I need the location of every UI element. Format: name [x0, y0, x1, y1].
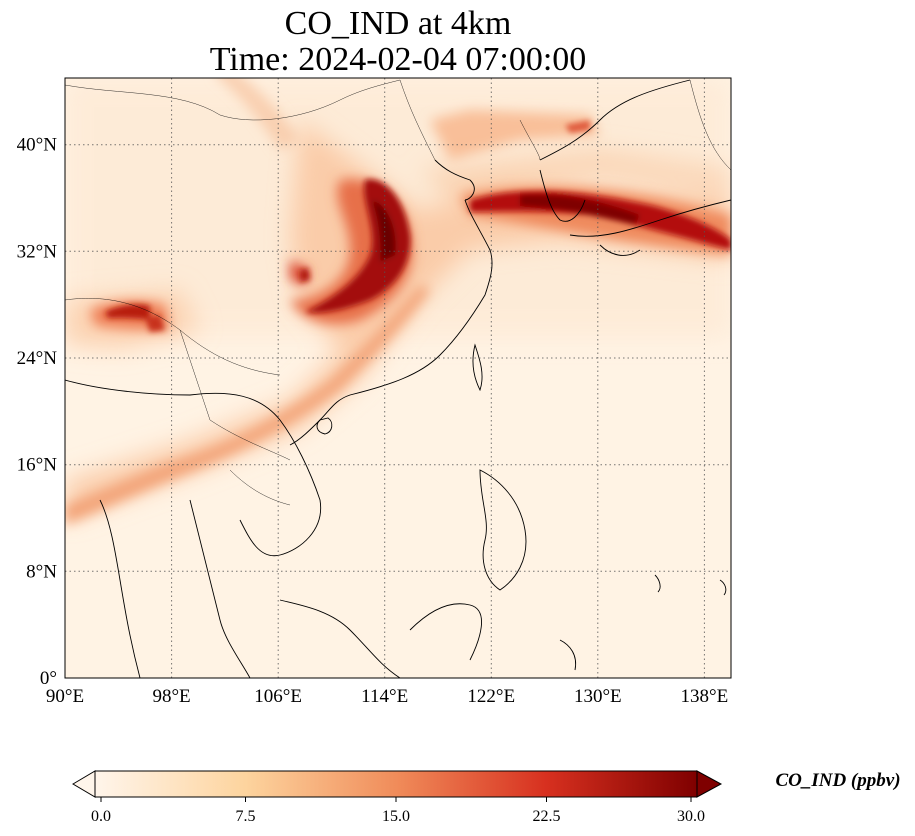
- lat-tick-label: 32°N: [17, 241, 58, 262]
- map-title: CO_IND at 4km: [284, 5, 512, 42]
- borders: [65, 79, 731, 506]
- gridlines: [65, 78, 731, 678]
- lon-tick-label: 138°E: [681, 686, 729, 707]
- lat-tick-label: 24°N: [17, 348, 58, 369]
- lon-tick-labels: 90°E 98°E 106°E 114°E 122°E 130°E 138°E: [46, 686, 728, 707]
- colorbar-extend-min: [72, 770, 96, 798]
- coastlines: [65, 79, 731, 678]
- colorbar-tick-label: 0.0: [91, 808, 111, 825]
- map-area: [65, 78, 731, 678]
- colorbar-tick-label: 22.5: [533, 808, 561, 825]
- lon-tick-label: 90°E: [46, 686, 84, 707]
- colorbar: 0.0 7.5 15.0 22.5 30.0 CO_IND (ppbv): [72, 770, 901, 825]
- map-subtitle: Time: 2024-02-04 07:00:00: [209, 41, 587, 78]
- lat-tick-label: 8°N: [26, 561, 57, 582]
- colorbar-tick-label: 30.0: [677, 808, 705, 825]
- colorbar-tick-label: 15.0: [382, 808, 410, 825]
- lat-tick-label: 0°: [40, 668, 57, 689]
- lon-tick-label: 98°E: [152, 686, 190, 707]
- lon-tick-label: 122°E: [467, 686, 515, 707]
- lat-tick-labels: 0° 8°N 16°N 24°N 32°N 40°N: [17, 135, 58, 689]
- colorbar-ticks: 0.0 7.5 15.0 22.5 30.0: [91, 797, 705, 825]
- lat-tick-label: 40°N: [17, 135, 58, 156]
- colorbar-gradient: [94, 770, 698, 798]
- colorbar-tick-label: 7.5: [236, 808, 256, 825]
- lat-tick-label: 16°N: [17, 455, 58, 476]
- colorbar-extend-max: [696, 770, 723, 798]
- lon-tick-label: 106°E: [254, 686, 302, 707]
- lon-tick-label: 130°E: [574, 686, 622, 707]
- map-frame: [64, 77, 732, 679]
- plume-core: [105, 120, 731, 332]
- lon-tick-label: 114°E: [361, 686, 408, 707]
- colorbar-label: CO_IND (ppbv): [775, 770, 900, 791]
